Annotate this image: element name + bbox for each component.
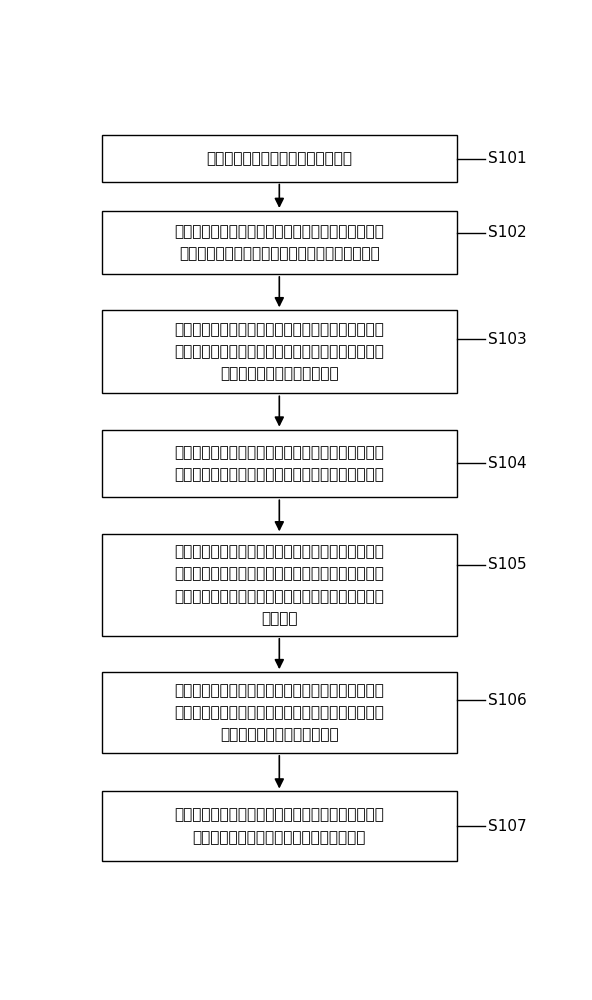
Text: S103: S103 [488,332,527,347]
Text: S104: S104 [488,456,527,471]
Text: 在驱动电机状态为耗电状态、驱动电机温度在一定范
围内，确定永磁同步电机退磁快速检测的有效工况: 在驱动电机状态为耗电状态、驱动电机温度在一定范 围内，确定永磁同步电机退磁快速检… [175,224,384,261]
Text: S102: S102 [488,225,527,240]
Text: S101: S101 [488,151,527,166]
Bar [102,534,457,636]
Bar [102,430,457,497]
Text: S105: S105 [488,557,527,572]
Text: 建立驱动电机监测工况点的电机控制器直流母线电流
和电机系统效率的实时数据库，确定各里程区间监测
工况点下电机控制器直流母线电流和电机系统效率的
临界阈值: 建立驱动电机监测工况点的电机控制器直流母线电流 和电机系统效率的实时数据库，确定… [175,544,384,626]
Bar [102,791,457,861]
Bar [102,672,457,753]
Bar [102,135,457,182]
Text: S107: S107 [488,819,527,834]
Text: 获取电动汽车永磁同步电机输出数据: 获取电动汽车永磁同步电机输出数据 [207,151,352,166]
Text: 各里程区间监测工况点下永磁同步电机系统效率，确
定每个里程区间内永磁同步电机系统效率的合理区间: 各里程区间监测工况点下永磁同步电机系统效率，确 定每个里程区间内永磁同步电机系统… [175,445,384,482]
Text: S106: S106 [488,693,527,708]
Text: 监测有效工况下，相同输出转矩对应的直流母线电流
变化，确定电机控制器直流母线电流随电磁转矩和整
车累计里程数的合理变化范围: 监测有效工况下，相同输出转矩对应的直流母线电流 变化，确定电机控制器直流母线电流… [175,322,384,381]
Text: 在判断永磁同步电机退磁老化程度为报警状态或者故
障状态时，向电动汽车客户端推送预警信息: 在判断永磁同步电机退磁老化程度为报警状态或者故 障状态时，向电动汽车客户端推送预… [175,807,384,845]
Bar [102,211,457,274]
Text: 提取并分析车辆实时运行过程中电机控制器直流母线
电流和电机系统效率相对于数据库中的数据，据此判
断永磁同步电机退磁老化程度: 提取并分析车辆实时运行过程中电机控制器直流母线 电流和电机系统效率相对于数据库中… [175,683,384,742]
Bar [102,310,457,393]
